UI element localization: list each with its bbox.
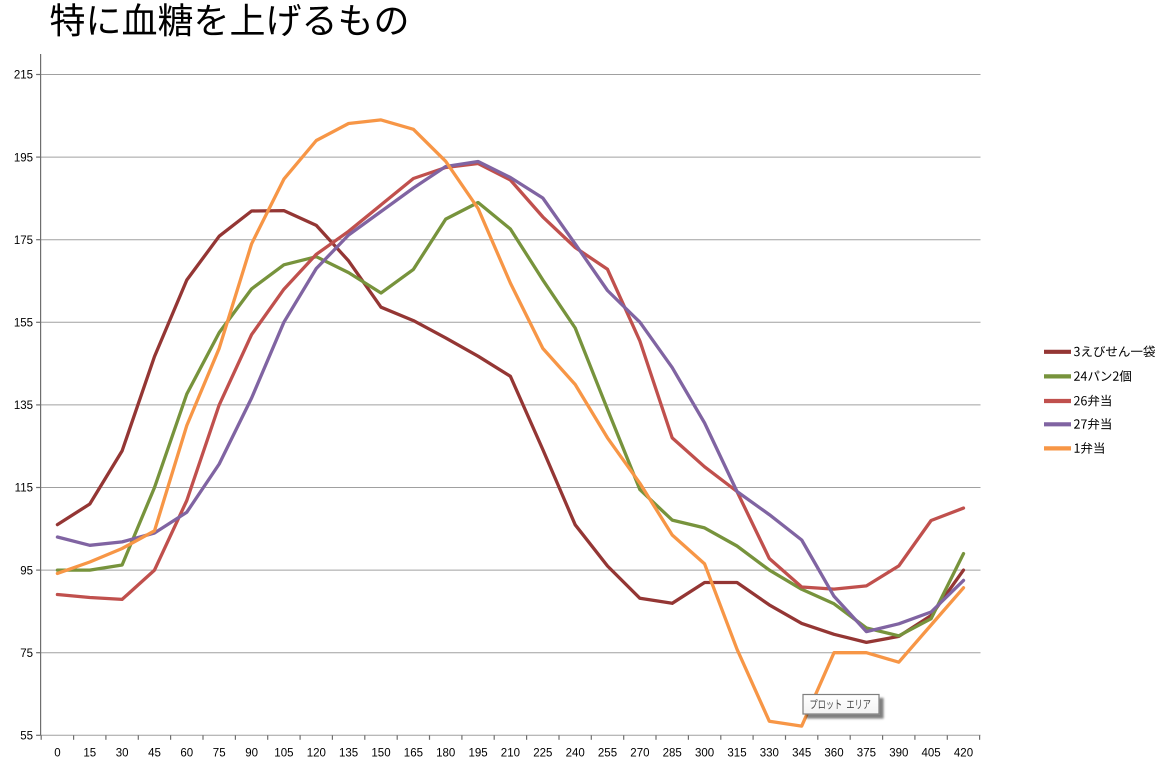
svg-text:105: 105 xyxy=(274,748,293,760)
svg-text:175: 175 xyxy=(14,235,33,247)
svg-text:45: 45 xyxy=(148,748,161,760)
svg-text:270: 270 xyxy=(630,748,649,760)
svg-text:135: 135 xyxy=(14,400,33,412)
svg-text:180: 180 xyxy=(436,748,455,760)
svg-text:55: 55 xyxy=(20,731,33,743)
svg-text:420: 420 xyxy=(954,748,973,760)
svg-text:165: 165 xyxy=(404,748,423,760)
svg-text:75: 75 xyxy=(20,648,33,660)
svg-text:285: 285 xyxy=(663,748,682,760)
svg-text:30: 30 xyxy=(116,748,129,760)
svg-text:255: 255 xyxy=(598,748,617,760)
svg-text:375: 375 xyxy=(857,748,876,760)
svg-text:60: 60 xyxy=(180,748,193,760)
svg-text:405: 405 xyxy=(922,748,941,760)
svg-text:300: 300 xyxy=(695,748,714,760)
svg-text:0: 0 xyxy=(54,748,60,760)
svg-text:360: 360 xyxy=(824,748,843,760)
svg-text:390: 390 xyxy=(889,748,908,760)
svg-text:225: 225 xyxy=(533,748,552,760)
svg-text:195: 195 xyxy=(14,152,33,164)
svg-text:195: 195 xyxy=(469,748,488,760)
svg-text:95: 95 xyxy=(20,565,33,577)
svg-text:115: 115 xyxy=(15,483,33,495)
svg-text:150: 150 xyxy=(371,748,390,760)
svg-text:330: 330 xyxy=(760,748,779,760)
svg-text:155: 155 xyxy=(14,318,33,330)
svg-text:15: 15 xyxy=(83,748,96,760)
svg-text:120: 120 xyxy=(307,748,326,760)
svg-text:210: 210 xyxy=(501,748,520,760)
svg-text:215: 215 xyxy=(14,70,33,82)
svg-text:135: 135 xyxy=(339,748,358,760)
svg-text:345: 345 xyxy=(792,748,811,760)
svg-text:240: 240 xyxy=(566,748,585,760)
svg-text:75: 75 xyxy=(213,748,226,760)
svg-text:90: 90 xyxy=(245,748,258,760)
svg-text:315: 315 xyxy=(727,748,746,760)
